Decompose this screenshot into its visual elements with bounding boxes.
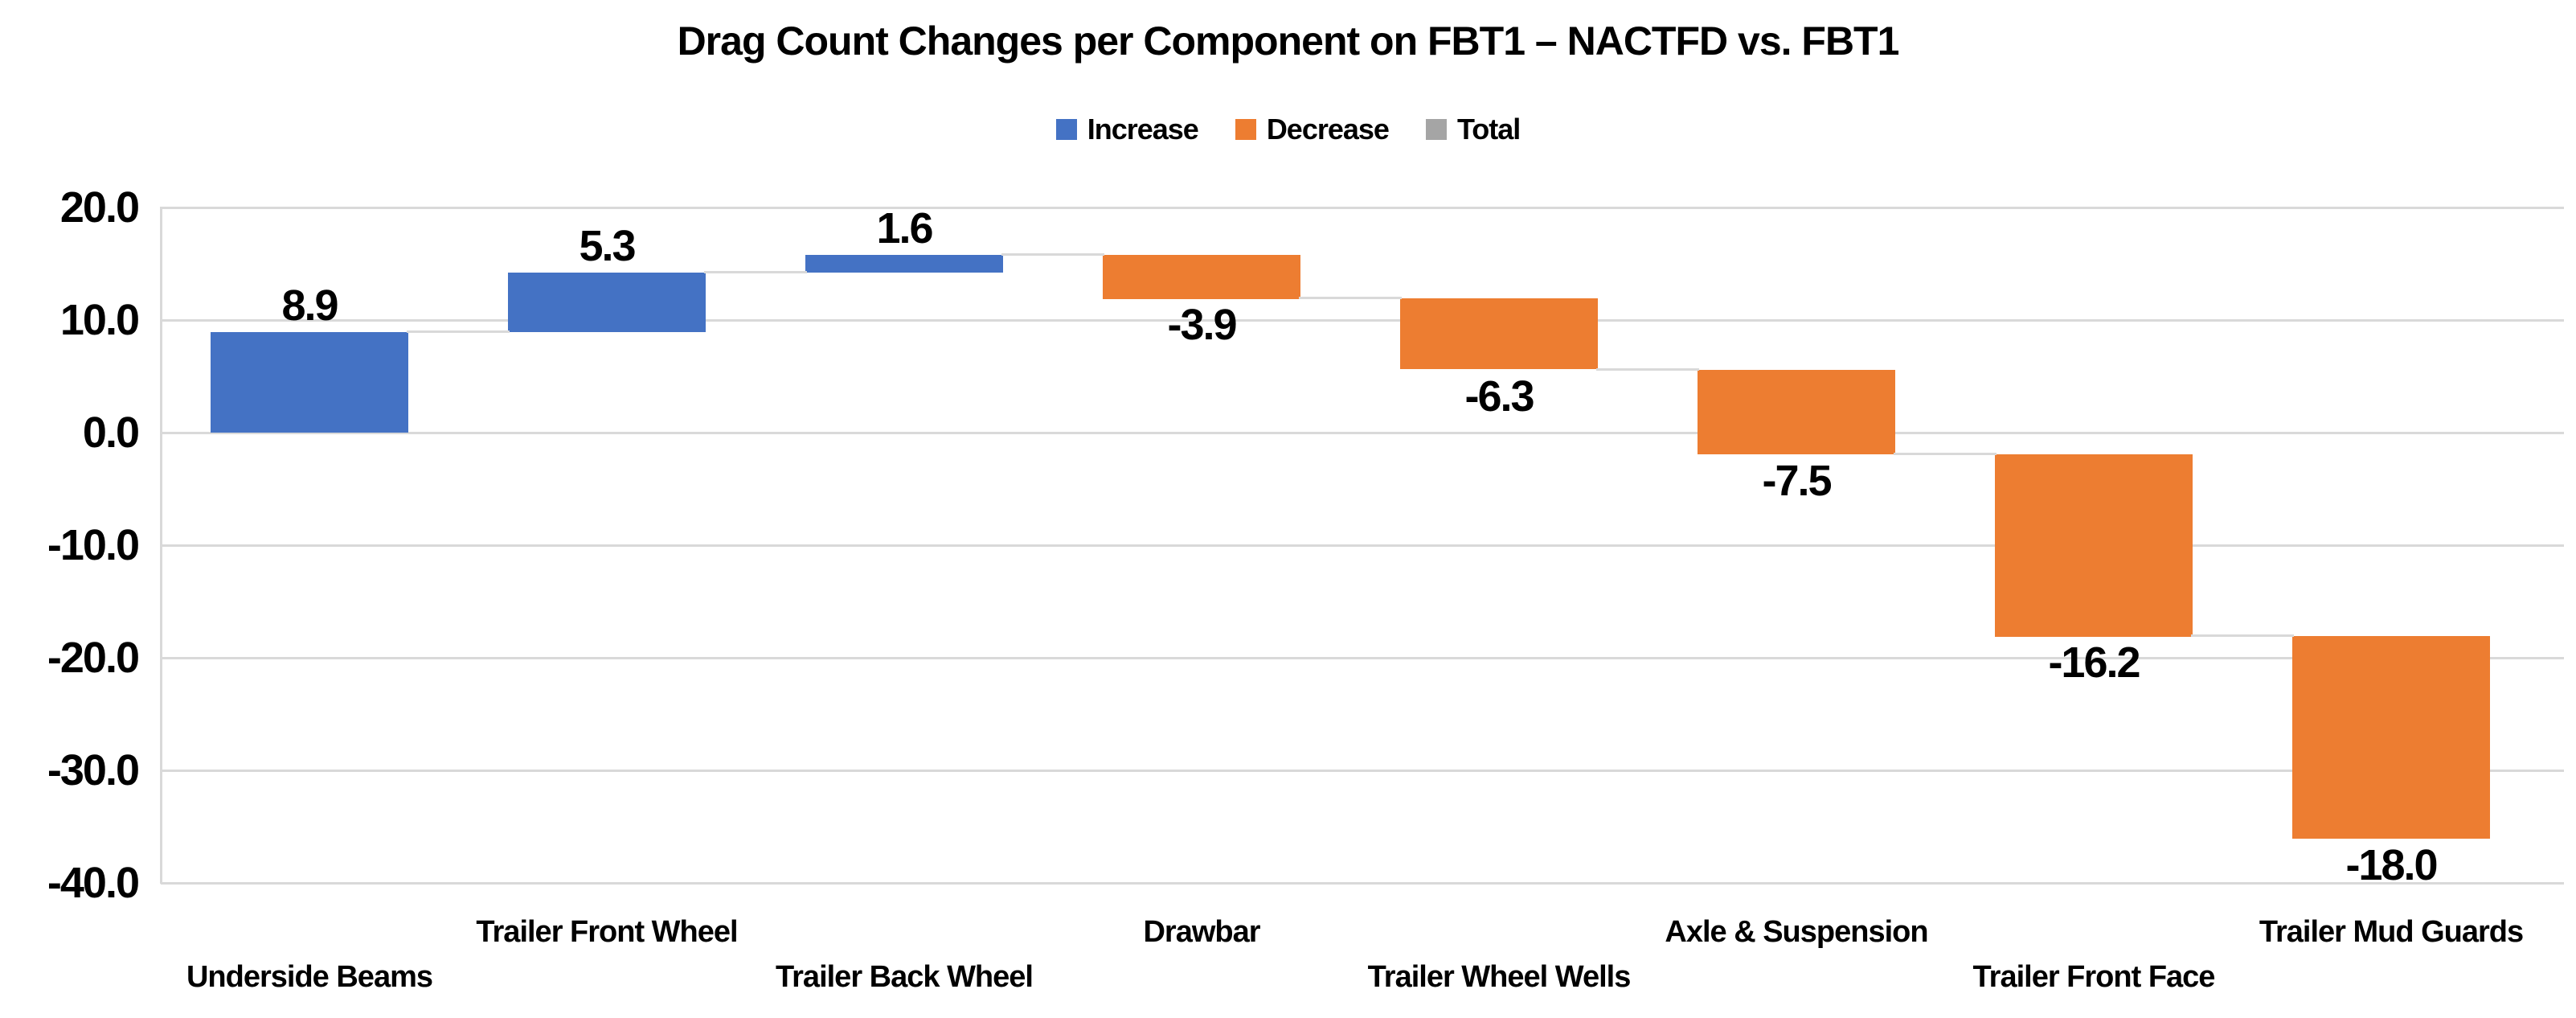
gridline--30.0 — [161, 770, 2564, 772]
y-axis-tick-label: -30.0 — [47, 746, 140, 794]
y-axis-tick-label: -10.0 — [47, 521, 140, 569]
legend-swatch-increase-icon — [1055, 119, 1077, 140]
x-axis-category-label: Trailer Mud Guards — [2259, 915, 2524, 949]
legend: Increase Decrease Total — [0, 113, 2576, 146]
x-axis-category-label: Trailer Front Wheel — [476, 915, 738, 949]
y-axis-tick-label: -20.0 — [47, 634, 140, 682]
connector-line — [1001, 253, 1104, 256]
x-axis-category-label: Drawbar — [1143, 915, 1260, 949]
bar-underside-beams[interactable] — [211, 332, 408, 433]
x-axis-category-label: Trailer Back Wheel — [776, 960, 1034, 994]
x-axis-category-label: Trailer Wheel Wells — [1367, 960, 1632, 994]
connector-line — [2191, 634, 2294, 637]
data-label-axle-suspension: -7.5 — [1762, 457, 1832, 505]
data-label-underside-beams: 8.9 — [281, 281, 338, 330]
connector-line — [1894, 453, 1997, 455]
data-label-drawbar: -3.9 — [1167, 301, 1237, 349]
gridline--20.0 — [161, 657, 2564, 659]
y-axis-tick-label: 10.0 — [59, 296, 140, 344]
legend-item-label: Increase — [1087, 113, 1199, 146]
legend-swatch-decrease-icon — [1235, 119, 1256, 140]
gridline--10.0 — [161, 544, 2564, 547]
data-label-trailer-back-wheel: 1.6 — [876, 204, 933, 252]
legend-item-increase[interactable]: Increase — [1055, 113, 1199, 146]
gridline-20.0 — [161, 207, 2564, 209]
y-axis-tick-label: -40.0 — [47, 859, 140, 907]
bar-axle-suspension[interactable] — [1698, 370, 1895, 454]
legend-item-label: Total — [1456, 113, 1521, 146]
legend-swatch-total-icon — [1425, 119, 1447, 140]
data-label-trailer-wheel-wells: -6.3 — [1464, 372, 1534, 421]
bar-trailer-wheel-wells[interactable] — [1400, 298, 1598, 369]
connector-line — [1299, 297, 1402, 299]
bar-trailer-back-wheel[interactable] — [805, 255, 1003, 273]
connector-line — [704, 271, 807, 273]
gridline--40.0 — [161, 882, 2564, 885]
bar-trailer-front-face[interactable] — [1995, 454, 2193, 637]
y-axis-tick-label: 0.0 — [82, 408, 140, 457]
legend-item-label: Decrease — [1266, 113, 1390, 146]
gridline-10.0 — [161, 319, 2564, 322]
connector-line — [407, 330, 510, 333]
connector-line — [1596, 368, 1699, 371]
x-axis-category-label: Trailer Front Face — [1972, 960, 2216, 994]
gridline-0.0 — [161, 432, 2564, 434]
legend-item-total[interactable]: Total — [1425, 113, 1521, 146]
bar-drawbar[interactable] — [1103, 255, 1300, 299]
legend-item-decrease[interactable]: Decrease — [1235, 113, 1390, 146]
data-label-trailer-front-face: -16.2 — [2048, 638, 2140, 687]
data-label-trailer-mud-guards: -18.0 — [2345, 841, 2438, 889]
x-axis-category-label: Axle & Suspension — [1665, 915, 1928, 949]
bar-trailer-front-wheel[interactable] — [508, 273, 706, 332]
data-label-trailer-front-wheel: 5.3 — [579, 222, 636, 270]
bar-trailer-mud-guards[interactable] — [2292, 636, 2490, 839]
chart-title: Drag Count Changes per Component on FBT1… — [677, 18, 1900, 64]
plot-border-left — [160, 207, 162, 884]
y-axis-tick-label: 20.0 — [59, 183, 140, 232]
x-axis-category-label: Underside Beams — [186, 960, 433, 994]
